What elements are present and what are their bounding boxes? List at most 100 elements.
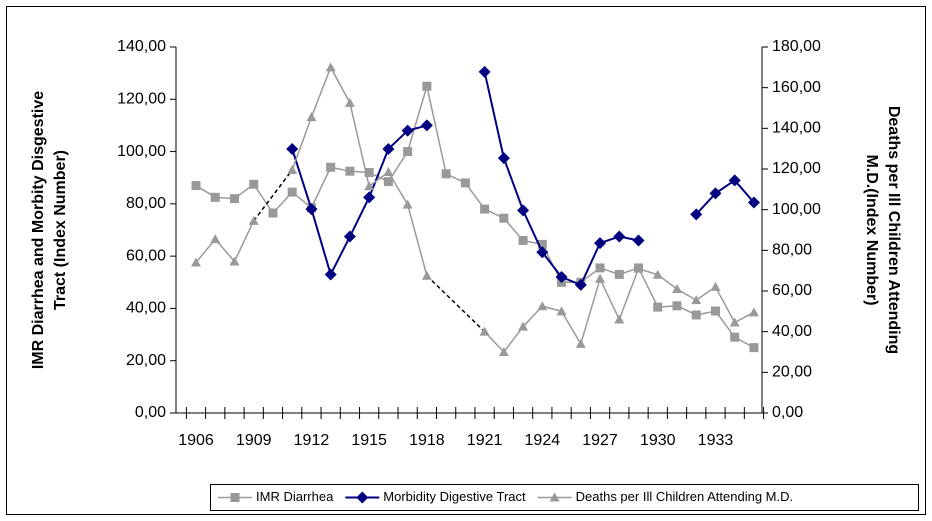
gap-connector — [253, 169, 293, 222]
y-tick-label: 60,00 — [126, 247, 166, 264]
marker — [480, 204, 490, 214]
y-tick-label: 100,00 — [117, 143, 166, 160]
marker — [287, 187, 297, 197]
x-tick-label: 1918 — [409, 432, 445, 449]
marker — [748, 307, 759, 317]
marker — [249, 179, 259, 189]
x-tick-label: 1921 — [467, 432, 503, 449]
marker — [747, 196, 760, 209]
marker — [595, 263, 605, 273]
x-tick-label: 1933 — [698, 432, 734, 449]
legend-label: Deaths per Ill Children Attending M.D. — [576, 489, 794, 504]
legend: IMR Diarrhea Morbidity Digestive Tract Dea… — [210, 484, 919, 511]
marker — [229, 194, 239, 204]
y2-tick-label: 40,00 — [772, 323, 812, 340]
marker — [420, 119, 433, 132]
marker — [345, 166, 355, 176]
marker — [594, 237, 607, 250]
marker — [574, 278, 587, 291]
marker — [268, 208, 278, 218]
marker — [402, 199, 413, 209]
y2-tick-label: 80,00 — [772, 242, 812, 259]
marker — [549, 492, 560, 502]
marker — [517, 204, 530, 217]
y2-axis-title-line: Deaths per Ill Children Attending — [885, 106, 902, 354]
marker — [326, 162, 336, 172]
marker — [191, 181, 201, 191]
marker — [556, 306, 567, 316]
x-tick-label: 1924 — [525, 432, 561, 449]
marker — [709, 187, 722, 200]
marker — [286, 142, 299, 155]
marker — [691, 295, 702, 305]
y-tick-label: 120,00 — [117, 91, 166, 108]
marker — [555, 271, 568, 284]
y-tick-label: 20,00 — [126, 352, 166, 369]
marker — [749, 343, 759, 353]
marker — [730, 332, 740, 342]
y-tick-label: 0,00 — [135, 404, 166, 421]
marker — [441, 169, 451, 179]
marker — [518, 235, 528, 245]
y-axis-title: IMR Diarrhea and Morbity Disgestive Tract… — [30, 91, 69, 369]
x-tick-label: 1915 — [351, 432, 387, 449]
marker — [460, 178, 470, 188]
y-axis-title-line: Tract (Index Number) — [52, 150, 69, 310]
y-tick-label: 140,00 — [117, 38, 166, 55]
marker — [710, 306, 720, 316]
series-line — [195, 220, 255, 264]
y-axis-title-line: IMR Diarrhea and Morbity Disgestive — [30, 91, 47, 369]
x-tick-label: 1909 — [236, 432, 272, 449]
marker — [305, 203, 318, 216]
marker — [575, 338, 586, 348]
marker — [595, 273, 606, 283]
x-tick-label: 1906 — [178, 432, 214, 449]
marker — [248, 215, 259, 225]
marker — [343, 230, 356, 243]
marker — [421, 270, 432, 280]
marker — [479, 326, 490, 336]
marker — [287, 165, 298, 175]
marker — [497, 152, 510, 165]
y2-tick-label: 120,00 — [772, 160, 821, 177]
marker — [499, 213, 509, 223]
marker — [653, 302, 663, 312]
y-tick-label: 40,00 — [126, 300, 166, 317]
marker — [364, 167, 374, 177]
marker — [230, 493, 240, 502]
marker — [229, 256, 240, 266]
marker — [210, 234, 221, 244]
y2-tick-label: 60,00 — [772, 282, 812, 299]
legend-label: Morbidity Digestive Tract — [383, 489, 526, 504]
y2-tick-label: 100,00 — [772, 201, 821, 218]
marker — [363, 191, 376, 204]
marker — [210, 192, 220, 202]
marker — [383, 177, 393, 187]
marker — [344, 97, 355, 107]
marker — [382, 142, 395, 155]
marker — [691, 310, 701, 320]
marker — [537, 239, 547, 249]
y2-tick-label: 20,00 — [772, 364, 812, 381]
marker — [422, 81, 432, 91]
marker — [672, 301, 682, 311]
marker — [324, 268, 337, 281]
x-tick-label: 1927 — [582, 432, 618, 449]
marker — [633, 263, 644, 273]
y2-tick-label: 140,00 — [772, 120, 821, 137]
marker — [728, 174, 741, 187]
marker — [401, 124, 414, 137]
marker — [364, 181, 375, 191]
marker — [672, 283, 682, 293]
x-tick-label: 1912 — [294, 432, 330, 449]
x-tick-label: 1930 — [640, 432, 676, 449]
marker — [729, 317, 740, 327]
y-tick-label: 80,00 — [126, 195, 166, 212]
marker — [536, 246, 549, 259]
marker — [191, 257, 201, 267]
y2-tick-label: 0,00 — [772, 404, 803, 421]
marker — [710, 281, 721, 291]
marker — [498, 347, 509, 356]
y2-tick-label: 160,00 — [772, 79, 821, 96]
marker — [632, 234, 645, 247]
